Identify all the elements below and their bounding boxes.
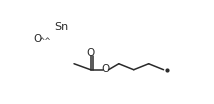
Text: O: O: [33, 34, 42, 44]
Text: O: O: [86, 48, 95, 58]
Text: Sn: Sn: [54, 22, 69, 32]
Text: ^^: ^^: [38, 37, 51, 46]
Text: O: O: [101, 64, 110, 74]
